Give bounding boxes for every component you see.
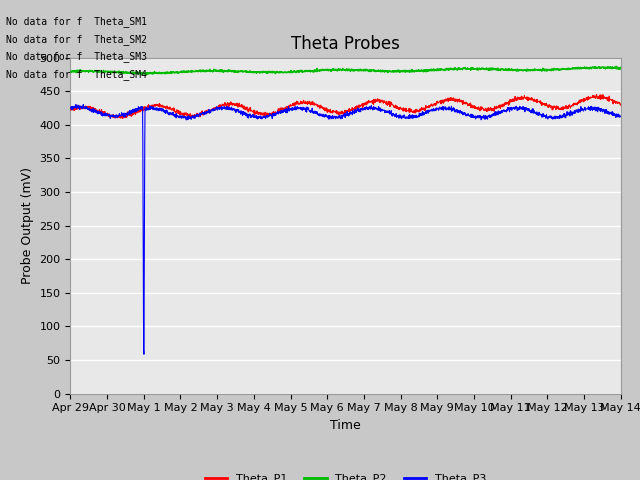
Theta_P3 bbox=[601, 107, 609, 112]
Theta_P1 bbox=[602, 96, 609, 101]
Text: No data for f  Theta_SM3: No data for f Theta_SM3 bbox=[6, 51, 147, 62]
Theta_P2 bbox=[601, 65, 609, 71]
X-axis label: Time: Time bbox=[330, 419, 361, 432]
Theta_P3 bbox=[95, 109, 102, 115]
Text: No data for f  Theta_SM2: No data for f Theta_SM2 bbox=[6, 34, 147, 45]
Theta_P1 bbox=[67, 107, 74, 112]
Title: Theta Probes: Theta Probes bbox=[291, 35, 400, 53]
Theta_P3 bbox=[320, 113, 328, 119]
Theta_P2 bbox=[617, 65, 625, 71]
Theta_P1 bbox=[617, 102, 625, 108]
Theta_P2 bbox=[612, 63, 620, 69]
Y-axis label: Probe Output (mV): Probe Output (mV) bbox=[21, 167, 34, 284]
Theta_P2 bbox=[500, 67, 508, 72]
Theta_P1 bbox=[118, 116, 126, 121]
Text: No data for f  Theta_SM1: No data for f Theta_SM1 bbox=[6, 16, 147, 27]
Theta_P1 bbox=[500, 101, 508, 107]
Theta_P3 bbox=[602, 108, 609, 114]
Text: No data for f  Theta_SM4: No data for f Theta_SM4 bbox=[6, 69, 147, 80]
Theta_P3 bbox=[617, 113, 625, 119]
Theta_P1 bbox=[593, 92, 600, 97]
Theta_P3 bbox=[335, 115, 342, 121]
Legend: Theta_P1, Theta_P2, Theta_P3: Theta_P1, Theta_P2, Theta_P3 bbox=[201, 469, 490, 480]
Line: Theta_P2: Theta_P2 bbox=[70, 66, 621, 74]
Theta_P1 bbox=[601, 95, 609, 100]
Theta_P1 bbox=[320, 105, 328, 110]
Theta_P2 bbox=[335, 66, 342, 72]
Line: Theta_P3: Theta_P3 bbox=[70, 105, 621, 354]
Theta_P3 bbox=[79, 102, 87, 108]
Theta_P2 bbox=[320, 68, 328, 73]
Theta_P2 bbox=[601, 64, 609, 70]
Theta_P3 bbox=[500, 108, 508, 113]
Theta_P3 bbox=[67, 106, 74, 111]
Line: Theta_P1: Theta_P1 bbox=[70, 95, 621, 119]
Theta_P1 bbox=[335, 110, 342, 116]
Theta_P2 bbox=[95, 69, 102, 75]
Theta_P2 bbox=[67, 69, 74, 74]
Theta_P1 bbox=[95, 108, 102, 114]
Theta_P2 bbox=[138, 72, 145, 77]
Theta_P3 bbox=[140, 351, 148, 357]
